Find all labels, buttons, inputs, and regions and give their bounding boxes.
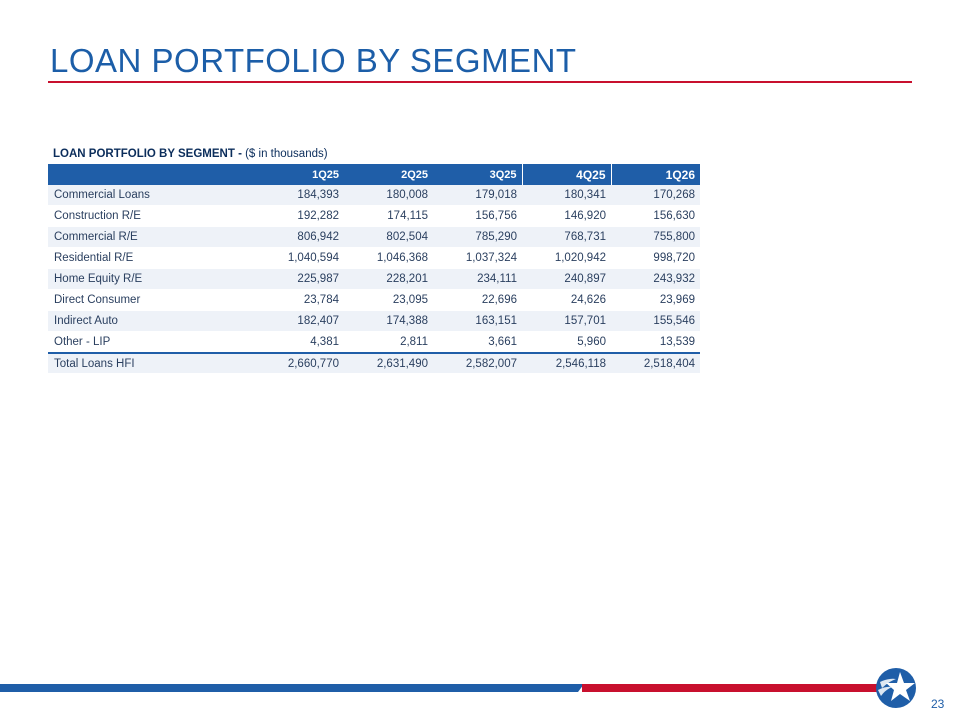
cell-value: 23,095 <box>344 289 433 311</box>
page-title: LOAN PORTFOLIO BY SEGMENT <box>50 42 577 79</box>
table-row: Home Equity R/E 225,987 228,201 234,111 … <box>48 268 700 290</box>
table-row: Construction R/E 192,282 174,115 156,756… <box>48 205 700 227</box>
cell-value: 156,630 <box>611 205 700 227</box>
cell-value: 1,020,942 <box>522 247 611 269</box>
cell-value: 157,701 <box>522 310 611 332</box>
row-label: Residential R/E <box>48 247 255 269</box>
cell-value: 155,546 <box>611 310 700 332</box>
cell-value: 180,341 <box>522 185 611 206</box>
footer-red-stripe <box>582 684 880 692</box>
cell-value: 182,407 <box>255 310 344 332</box>
cell-value: 243,932 <box>611 268 700 290</box>
total-value: 2,631,490 <box>344 352 433 374</box>
table-row: Commercial R/E 806,942 802,504 785,290 7… <box>48 226 700 248</box>
cell-value: 174,388 <box>344 310 433 332</box>
header-1q25: 1Q25 <box>255 164 344 185</box>
cell-value: 22,696 <box>433 289 522 311</box>
cell-value: 1,037,324 <box>433 247 522 269</box>
title-divider <box>48 81 912 83</box>
cell-value: 234,111 <box>433 268 522 290</box>
row-label: Home Equity R/E <box>48 268 255 290</box>
total-value: 2,582,007 <box>433 352 522 374</box>
table-caption: LOAN PORTFOLIO BY SEGMENT - ($ in thousa… <box>53 148 328 160</box>
table-header-row: 1Q25 2Q25 3Q25 4Q25 1Q26 <box>48 164 700 185</box>
total-value: 2,518,404 <box>611 352 700 374</box>
row-label: Construction R/E <box>48 205 255 227</box>
row-label: Other - LIP <box>48 331 255 354</box>
cell-value: 1,046,368 <box>344 247 433 269</box>
cell-value: 4,381 <box>255 331 344 354</box>
cell-value: 156,756 <box>433 205 522 227</box>
total-value: 2,660,770 <box>255 352 344 374</box>
cell-value: 785,290 <box>433 226 522 248</box>
cell-value: 163,151 <box>433 310 522 332</box>
page-number: 23 <box>931 697 945 711</box>
cell-value: 5,960 <box>522 331 611 354</box>
header-3q25: 3Q25 <box>433 164 522 185</box>
star-logo-icon <box>876 668 916 708</box>
header-4q25: 4Q25 <box>521 164 611 185</box>
cell-value: 240,897 <box>522 268 611 290</box>
row-label: Indirect Auto <box>48 310 255 332</box>
header-1q26: 1Q26 <box>610 164 700 185</box>
cell-value: 192,282 <box>255 205 344 227</box>
row-label: Commercial Loans <box>48 185 255 206</box>
cell-value: 174,115 <box>344 205 433 227</box>
cell-value: 806,942 <box>255 226 344 248</box>
cell-value: 179,018 <box>433 185 522 206</box>
cell-value: 1,040,594 <box>255 247 344 269</box>
table-row: Direct Consumer 23,784 23,095 22,696 24,… <box>48 289 700 311</box>
cell-value: 3,661 <box>433 331 522 354</box>
cell-value: 13,539 <box>611 331 700 354</box>
cell-value: 225,987 <box>255 268 344 290</box>
cell-value: 228,201 <box>344 268 433 290</box>
total-value: 2,546,118 <box>522 352 611 374</box>
cell-value: 184,393 <box>255 185 344 206</box>
cell-value: 802,504 <box>344 226 433 248</box>
loan-portfolio-table: 1Q25 2Q25 3Q25 4Q25 1Q26 Commercial Loan… <box>48 164 700 374</box>
cell-value: 2,811 <box>344 331 433 354</box>
cell-value: 23,784 <box>255 289 344 311</box>
cell-value: 146,920 <box>522 205 611 227</box>
table-row: Commercial Loans 184,393 180,008 179,018… <box>48 185 700 206</box>
total-row: Total Loans HFI 2,660,770 2,631,490 2,58… <box>48 352 700 374</box>
cell-value: 998,720 <box>611 247 700 269</box>
header-label-cell <box>48 164 255 185</box>
table-caption-units: ($ in thousands) <box>241 148 328 160</box>
table-row: Residential R/E 1,040,594 1,046,368 1,03… <box>48 247 700 269</box>
cell-value: 23,969 <box>611 289 700 311</box>
table-caption-bold: LOAN PORTFOLIO BY SEGMENT - <box>53 148 242 160</box>
cell-value: 24,626 <box>522 289 611 311</box>
cell-value: 768,731 <box>522 226 611 248</box>
row-label: Commercial R/E <box>48 226 255 248</box>
table-row: Other - LIP 4,381 2,811 3,661 5,960 13,5… <box>48 331 700 354</box>
cell-value: 170,268 <box>611 185 700 206</box>
total-label: Total Loans HFI <box>48 352 255 374</box>
table-row: Indirect Auto 182,407 174,388 163,151 15… <box>48 310 700 332</box>
cell-value: 755,800 <box>611 226 700 248</box>
row-label: Direct Consumer <box>48 289 255 311</box>
cell-value: 180,008 <box>344 185 433 206</box>
header-2q25: 2Q25 <box>344 164 433 185</box>
footer-blue-stripe <box>0 684 584 692</box>
